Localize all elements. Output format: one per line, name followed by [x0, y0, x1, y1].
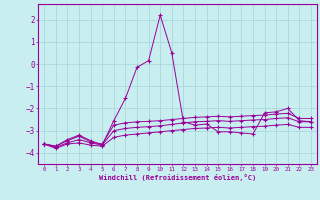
X-axis label: Windchill (Refroidissement éolien,°C): Windchill (Refroidissement éolien,°C)	[99, 174, 256, 181]
